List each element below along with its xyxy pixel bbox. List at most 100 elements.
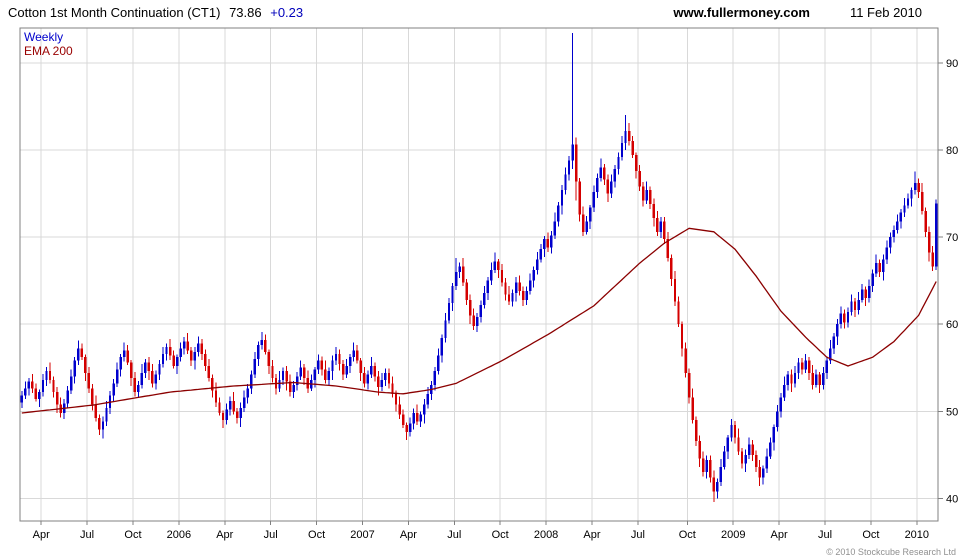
candle-down [497, 261, 500, 271]
candle-down [694, 419, 698, 441]
candle-down [606, 179, 610, 194]
candle-up [747, 444, 751, 455]
candle-up [175, 357, 179, 366]
x-axis-label: 2006 [167, 529, 191, 541]
candle-down [920, 191, 924, 211]
candle-up [857, 299, 860, 311]
candle-up [762, 468, 765, 478]
candle-up [592, 191, 595, 208]
candle-up [543, 238, 546, 250]
x-axis-label: Oct [862, 529, 879, 541]
candle-up [73, 360, 76, 377]
candle-up [225, 409, 228, 420]
candle-up [571, 144, 574, 161]
x-axis-label: Jul [80, 529, 94, 541]
candle-up [617, 156, 620, 170]
candle-down [800, 362, 804, 370]
candle-up [193, 352, 196, 361]
candle-up [486, 280, 490, 293]
candle-down [931, 252, 934, 267]
candle-up [426, 393, 430, 405]
candle-up [253, 358, 256, 375]
candle-up [27, 381, 31, 389]
candle-up [239, 407, 242, 419]
candle-up [137, 385, 140, 393]
candle-up [250, 374, 253, 389]
candle-down [31, 381, 34, 389]
candle-down [472, 315, 475, 326]
quote-date: 11 Feb 2010 [849, 4, 922, 20]
candle-up [437, 355, 440, 372]
candle-down [391, 383, 394, 394]
candle-up [822, 372, 825, 386]
candle-up [140, 372, 144, 386]
candle-down [355, 350, 359, 361]
candle-up [567, 160, 571, 175]
candle-up [613, 169, 617, 182]
candle-up [730, 425, 733, 438]
candle-down [373, 365, 377, 377]
instrument-name: Cotton 1st Month Continuation (CT1) [8, 4, 221, 20]
candle-down [917, 183, 920, 192]
candle-down [864, 289, 867, 299]
candle-up [408, 423, 412, 433]
candle-down [581, 214, 585, 232]
candle-down [235, 411, 239, 419]
candle-down [740, 451, 744, 464]
y-tick-label: 50 [946, 406, 958, 418]
candle-down [285, 371, 288, 382]
candle-down [680, 324, 684, 349]
candle-up [366, 374, 369, 384]
candle-up [867, 285, 871, 299]
candle-down [91, 388, 94, 405]
candle-up [896, 221, 899, 231]
candle-down [398, 404, 401, 415]
candle-up [659, 221, 663, 232]
candle-down [320, 360, 324, 370]
candle-down [691, 397, 694, 420]
candle-up [596, 177, 599, 192]
candle-up [903, 205, 906, 213]
candle-down [303, 367, 306, 379]
candle-up [295, 376, 299, 386]
candle-up [716, 481, 719, 492]
candle-up [564, 174, 567, 191]
candle-up [331, 360, 334, 372]
candle-down [186, 341, 189, 351]
candle-up [814, 374, 818, 386]
website-link: www.fullermoney.com [673, 4, 810, 20]
candle-up [197, 343, 200, 353]
candle-up [380, 379, 384, 387]
candle-down [578, 181, 581, 215]
candle-down [288, 381, 292, 393]
candle-down [641, 186, 645, 201]
candle-down [48, 371, 52, 380]
legend-weekly-label: Weekly [24, 30, 64, 44]
candle-down [207, 365, 211, 379]
candle-down [126, 350, 129, 363]
candle-up [539, 249, 542, 260]
candle-up [454, 271, 458, 286]
candle-down [52, 379, 55, 393]
candle-up [370, 365, 373, 375]
candle-down [416, 412, 419, 422]
x-axis-label: Apr [771, 529, 788, 541]
candle-up [352, 350, 355, 358]
candle-up [793, 372, 797, 384]
candle-up [557, 205, 560, 222]
candle-up [423, 404, 426, 415]
candle-down [627, 130, 631, 142]
candle-down [670, 257, 673, 279]
candle-up [490, 270, 493, 281]
candle-up [550, 235, 553, 248]
candle-up [772, 426, 776, 443]
candle-down [98, 418, 101, 430]
y-tick-label: 70 [946, 232, 958, 244]
candle-up [723, 451, 726, 467]
candle-down [737, 437, 740, 452]
candle-up [906, 198, 910, 206]
price-change: +0.23 [270, 4, 304, 20]
candle-up [69, 376, 73, 391]
candle-up [38, 392, 41, 400]
y-tick-label: 80 [946, 145, 958, 157]
